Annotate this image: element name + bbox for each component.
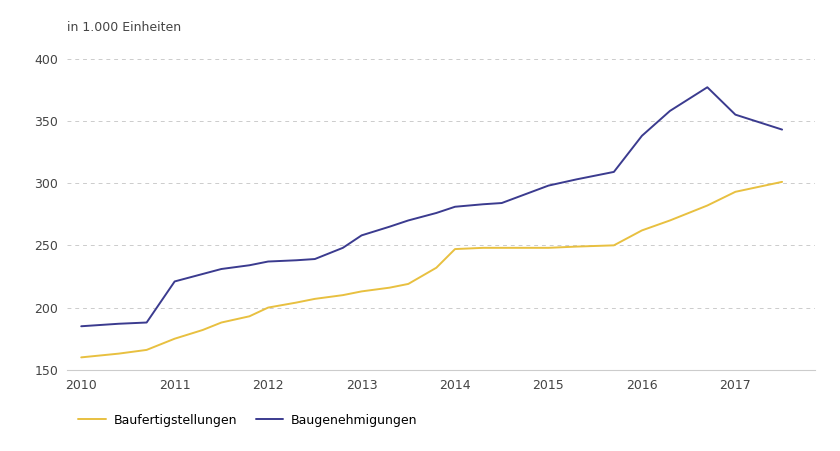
Baugenehmigungen — [609, 169, 619, 175]
Baufertigstellungen — [777, 179, 787, 184]
Baugenehmigungen — [356, 233, 366, 238]
Baugenehmigungen — [637, 133, 647, 138]
Baufertigstellungen — [450, 246, 460, 252]
Baufertigstellungen — [478, 245, 488, 251]
Baufertigstellungen — [310, 296, 320, 302]
Baufertigstellungen — [702, 203, 712, 208]
Line: Baugenehmigungen: Baugenehmigungen — [81, 87, 782, 326]
Baufertigstellungen — [496, 245, 507, 251]
Baugenehmigungen — [478, 202, 488, 207]
Baufertigstellungen — [217, 320, 227, 325]
Baufertigstellungen — [113, 351, 123, 356]
Baugenehmigungen — [244, 262, 255, 268]
Baufertigstellungen — [263, 305, 273, 310]
Legend: Baufertigstellungen, Baugenehmigungen: Baufertigstellungen, Baugenehmigungen — [73, 409, 423, 432]
Baugenehmigungen — [142, 320, 152, 325]
Baugenehmigungen — [777, 127, 787, 132]
Text: in 1.000 Einheiten: in 1.000 Einheiten — [67, 21, 181, 34]
Baugenehmigungen — [571, 177, 581, 182]
Baufertigstellungen — [431, 265, 441, 271]
Baugenehmigungen — [113, 321, 123, 327]
Baufertigstellungen — [665, 218, 675, 223]
Baufertigstellungen — [571, 244, 581, 249]
Baufertigstellungen — [76, 354, 87, 360]
Baugenehmigungen — [543, 183, 554, 189]
Baugenehmigungen — [217, 266, 227, 272]
Baufertigstellungen — [609, 243, 619, 248]
Baugenehmigungen — [170, 279, 180, 284]
Baufertigstellungen — [197, 327, 207, 333]
Baufertigstellungen — [637, 228, 647, 233]
Baufertigstellungen — [244, 313, 255, 319]
Baufertigstellungen — [356, 289, 366, 294]
Baufertigstellungen — [142, 347, 152, 353]
Baugenehmigungen — [197, 271, 207, 276]
Line: Baufertigstellungen: Baufertigstellungen — [81, 182, 782, 357]
Baufertigstellungen — [403, 281, 413, 287]
Baugenehmigungen — [665, 108, 675, 114]
Baugenehmigungen — [76, 323, 87, 329]
Baugenehmigungen — [450, 204, 460, 209]
Baugenehmigungen — [496, 200, 507, 206]
Baufertigstellungen — [338, 292, 348, 298]
Baugenehmigungen — [385, 224, 395, 230]
Baugenehmigungen — [431, 210, 441, 216]
Baugenehmigungen — [263, 259, 273, 264]
Baufertigstellungen — [730, 189, 740, 194]
Baufertigstellungen — [291, 300, 302, 305]
Baugenehmigungen — [291, 258, 302, 263]
Baugenehmigungen — [310, 256, 320, 262]
Baugenehmigungen — [338, 245, 348, 251]
Baufertigstellungen — [385, 285, 395, 290]
Baugenehmigungen — [702, 84, 712, 90]
Baugenehmigungen — [403, 218, 413, 223]
Baugenehmigungen — [730, 112, 740, 117]
Baufertigstellungen — [170, 336, 180, 341]
Baufertigstellungen — [543, 245, 554, 251]
